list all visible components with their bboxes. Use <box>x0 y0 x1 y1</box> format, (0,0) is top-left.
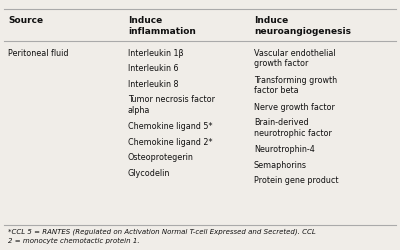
Text: Osteoprotegerin: Osteoprotegerin <box>128 153 194 162</box>
Text: Interleukin 1β: Interleukin 1β <box>128 49 184 58</box>
Text: Source: Source <box>8 16 43 25</box>
Text: Nerve growth factor: Nerve growth factor <box>254 103 335 112</box>
Text: Protein gene product: Protein gene product <box>254 176 338 185</box>
Text: Chemokine ligand 2*: Chemokine ligand 2* <box>128 138 212 147</box>
Text: Vascular endothelial
growth factor: Vascular endothelial growth factor <box>254 49 336 68</box>
Text: Transforming growth
factor beta: Transforming growth factor beta <box>254 76 337 95</box>
Text: Neurotrophin-4: Neurotrophin-4 <box>254 145 315 154</box>
Text: Interleukin 8: Interleukin 8 <box>128 80 178 89</box>
Text: Chemokine ligand 5*: Chemokine ligand 5* <box>128 122 212 131</box>
Text: Induce
inflammation: Induce inflammation <box>128 16 196 36</box>
Text: *CCL 5 = RANTES (Regulated on Activation Normal T-cell Expressed and Secreted). : *CCL 5 = RANTES (Regulated on Activation… <box>8 229 316 244</box>
Text: Glycodelin: Glycodelin <box>128 169 170 178</box>
Text: Peritoneal fluid: Peritoneal fluid <box>8 49 68 58</box>
Text: Induce
neuroangiogenesis: Induce neuroangiogenesis <box>254 16 351 36</box>
Text: Semaphorins: Semaphorins <box>254 161 307 170</box>
Text: Brain-derived
neurotrophic factor: Brain-derived neurotrophic factor <box>254 118 332 138</box>
Text: Tumor necrosis factor
alpha: Tumor necrosis factor alpha <box>128 95 215 115</box>
Text: Interleukin 6: Interleukin 6 <box>128 64 178 73</box>
